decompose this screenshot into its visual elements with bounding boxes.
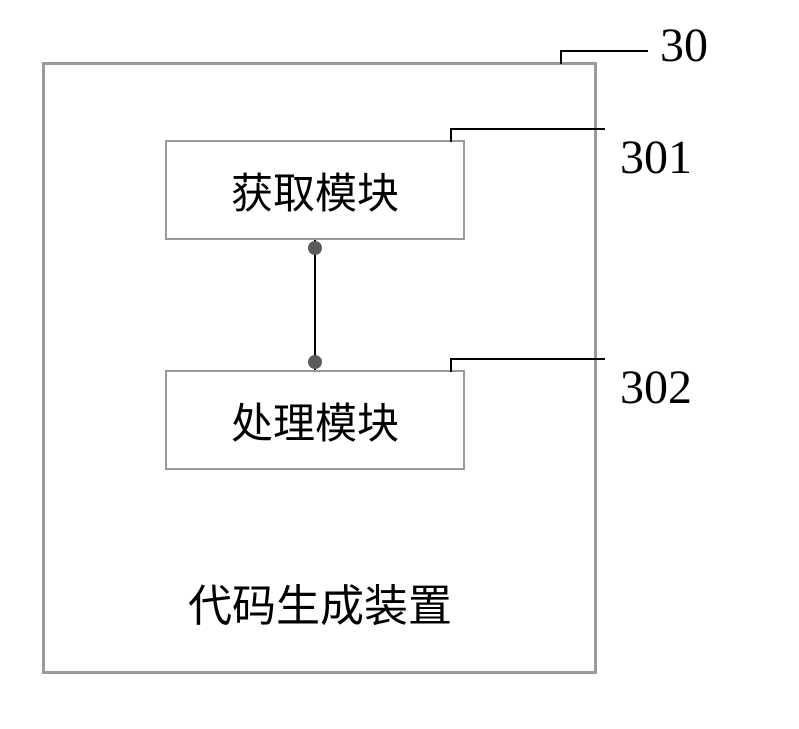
callout-line bbox=[450, 128, 605, 130]
module-acquire-label: 获取模块 bbox=[231, 160, 399, 221]
callout-line bbox=[450, 358, 452, 372]
callout-line bbox=[560, 50, 648, 52]
callout-line bbox=[560, 50, 562, 64]
callout-line bbox=[450, 128, 452, 142]
module-process-label: 处理模块 bbox=[231, 390, 399, 451]
connector-dot-icon bbox=[308, 241, 322, 255]
device-title: 代码生成装置 bbox=[0, 570, 640, 634]
module-acquire-box: 获取模块 bbox=[165, 140, 465, 240]
module-process-ref-label: 302 bbox=[620, 360, 692, 415]
module-acquire-ref-label: 301 bbox=[620, 130, 692, 185]
module-process-box: 处理模块 bbox=[165, 370, 465, 470]
connector-line bbox=[314, 240, 316, 370]
callout-line bbox=[450, 358, 605, 360]
diagram-canvas: 30 获取模块 301 处理模块 302 代码生成装置 bbox=[0, 0, 799, 729]
outer-ref-label: 30 bbox=[660, 18, 708, 73]
connector-dot-icon bbox=[308, 355, 322, 369]
